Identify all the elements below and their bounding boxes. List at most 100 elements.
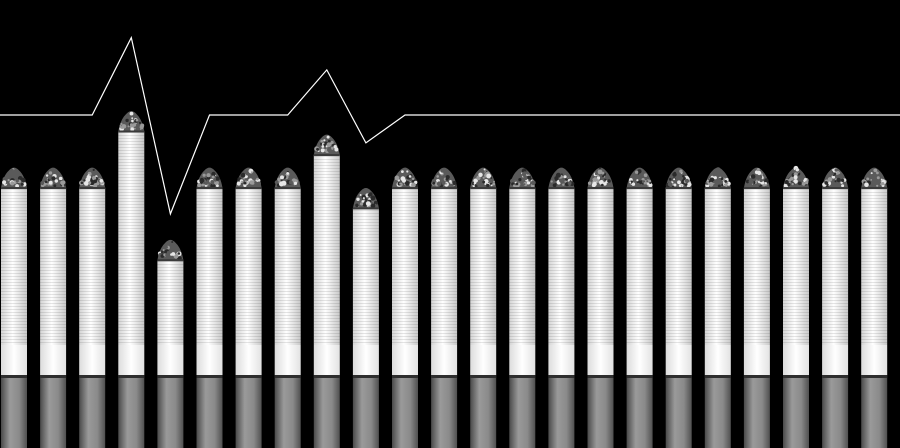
ash-speck [83, 181, 89, 186]
cigarette-band [392, 345, 418, 375]
ash-speck [442, 181, 446, 185]
ash-speck [236, 181, 241, 186]
cigarette-filter [861, 375, 888, 448]
ash-speck [48, 171, 53, 175]
ash-speck [201, 183, 205, 187]
ash-speck [436, 181, 442, 186]
cigarette-filter-seam [352, 375, 379, 378]
ash-speck [320, 139, 324, 143]
ash-speck [408, 175, 412, 178]
ash-speck [99, 179, 104, 183]
cigarette-paper-texture [274, 188, 301, 345]
cigarette-filter-seam [861, 375, 888, 378]
ash-speck [686, 184, 691, 188]
cigarette-burn-edge [235, 187, 262, 189]
cigarette-filter [118, 375, 145, 448]
cigarette [704, 167, 731, 448]
cigarette-paper-texture [470, 188, 497, 345]
ash-speck [597, 169, 603, 175]
cigarette-filter [431, 375, 458, 448]
ash-speck [756, 168, 760, 172]
ash-speck [793, 175, 798, 180]
ash-speck [249, 180, 254, 185]
cigarette-burn-edge [587, 187, 614, 189]
ash-speck [21, 177, 26, 183]
ash-speck [129, 123, 133, 126]
ash-speck [327, 147, 332, 153]
ash-speck [243, 177, 246, 180]
cigarette-filter [157, 375, 184, 448]
ash-speck [240, 172, 246, 178]
ash-speck [839, 173, 844, 179]
ash-speck [241, 180, 244, 183]
cigarette-band [352, 345, 379, 375]
ash-speck [252, 177, 255, 180]
cigarette-band [196, 345, 223, 375]
ash-speck [587, 181, 592, 185]
cigarette-filter-seam [274, 375, 301, 378]
ash-speck [745, 183, 748, 186]
ash-speck [334, 147, 339, 152]
ash-speck [51, 176, 56, 181]
ash-speck [44, 180, 47, 183]
cigarette-band [587, 345, 614, 375]
cigarette-band [509, 345, 536, 375]
ash-speck [88, 181, 92, 185]
ash-speck [805, 180, 809, 185]
ash-speck [876, 184, 879, 187]
ash-speck [649, 182, 652, 184]
ash-speck [326, 142, 332, 148]
ash-speck [20, 182, 24, 186]
cigarette-filter-seam [157, 375, 184, 378]
ash-speck [708, 181, 714, 187]
ash-speck [215, 176, 220, 181]
cigarette [431, 167, 458, 448]
ash-speck [636, 183, 640, 187]
ash-speck [678, 184, 682, 188]
cigarette [626, 167, 653, 448]
ash-speck [370, 195, 376, 201]
ash-speck [718, 177, 721, 180]
ash-speck [54, 179, 58, 183]
cigarette-band [743, 345, 770, 375]
ash-speck [15, 184, 19, 188]
ash-speck [748, 182, 752, 187]
ash-speck [720, 177, 724, 181]
ash-speck [40, 181, 45, 185]
ash-speck [875, 181, 880, 185]
cigarette-paper-texture [665, 188, 692, 345]
ash-speck [394, 184, 397, 187]
ash-speck [431, 179, 436, 183]
cigarette-band [548, 345, 575, 375]
ash-speck [199, 177, 205, 183]
ash-speck [197, 183, 202, 188]
cigarette-filter [1, 375, 27, 448]
ash-speck [406, 170, 409, 173]
ash-speck [607, 179, 611, 183]
ash-speck [274, 180, 279, 185]
ash-speck [830, 172, 834, 176]
ash-speck [280, 175, 284, 180]
ash-speck [289, 174, 292, 177]
ash-speck [399, 182, 402, 185]
ash-speck [486, 183, 490, 188]
cigarette-filter-seam [548, 375, 575, 378]
ash-speck [801, 181, 806, 186]
ash-speck [827, 177, 833, 182]
ash-speck [673, 171, 677, 175]
ash-speck [281, 180, 287, 186]
cigarette [235, 167, 262, 448]
ash-speck [277, 177, 281, 182]
ash-speck [834, 180, 837, 183]
ash-speck [482, 176, 485, 179]
ash-speck [58, 176, 63, 181]
ash-speck [93, 179, 98, 184]
cigarette-band [1, 345, 27, 375]
ash-speck [11, 168, 14, 171]
ash-speck [724, 180, 728, 183]
ash-speck [211, 171, 216, 177]
cigarette [665, 167, 692, 448]
ash-speck [793, 179, 798, 184]
cigarette-filter [274, 375, 301, 448]
ash-speck [554, 183, 557, 185]
